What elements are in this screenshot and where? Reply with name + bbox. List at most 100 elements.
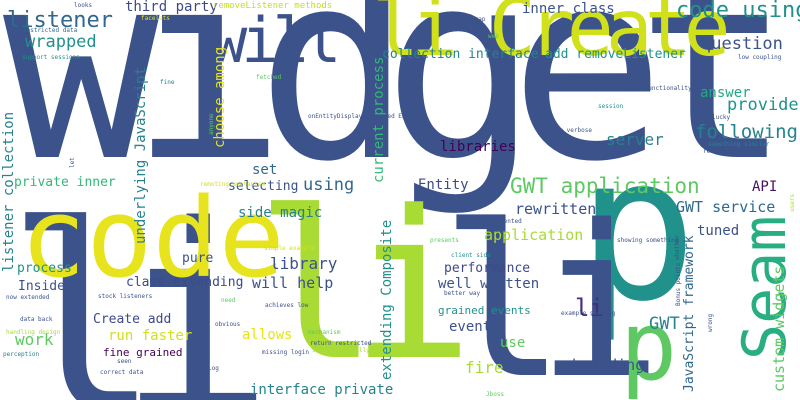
cloud-word: li	[440, 180, 663, 400]
cloud-word: Jboss	[486, 391, 505, 398]
cloud-word: simple example	[264, 245, 315, 252]
cloud-word: tuned	[697, 223, 740, 239]
cloud-word: Create add	[93, 312, 172, 327]
cloud-word: libraries	[440, 139, 516, 155]
cloud-word: Inside	[18, 279, 65, 294]
cloud-word: JavaScript framework	[682, 235, 697, 392]
cloud-word: web	[488, 33, 499, 40]
cloud-word: answer	[700, 85, 751, 101]
cloud-word: run faster	[108, 328, 193, 344]
cloud-word: quite verbose	[545, 127, 592, 134]
cloud-word: example showing	[561, 310, 616, 317]
cloud-word: building	[572, 356, 645, 374]
cloud-word: p	[577, 113, 698, 346]
cloud-word: custom widgets	[770, 265, 788, 392]
cloud-word: third party	[125, 0, 218, 15]
cloud-word: interface private	[250, 382, 394, 398]
cloud-word: login functionality	[623, 85, 692, 92]
cloud-word: support sessions	[22, 54, 80, 61]
cloud-word: question	[701, 34, 783, 54]
cloud-word: let	[69, 157, 76, 168]
cloud-word: fire	[465, 358, 504, 377]
cloud-word: li Create	[372, 0, 731, 74]
cloud-word: facelets	[141, 15, 170, 22]
cloud-word: return restricted	[310, 340, 372, 347]
cloud-word: implemented	[482, 218, 522, 225]
cloud-word: side magic	[238, 205, 323, 221]
cloud-word: wrapped	[25, 32, 97, 52]
cloud-word: users	[789, 193, 796, 212]
cloud-word: will	[210, 4, 341, 77]
cloud-word: using	[303, 175, 355, 195]
cloud-word: rewritten	[515, 200, 597, 218]
cloud-word: application	[484, 226, 584, 244]
cloud-word: set	[252, 162, 278, 178]
cloud-word: data back	[20, 316, 53, 323]
cloud-word: missing login	[262, 349, 309, 356]
cloud-word: listener	[7, 8, 113, 33]
cloud-word: obvious	[215, 321, 241, 328]
cloud-word: widget	[3, 0, 792, 219]
cloud-word: code	[20, 174, 285, 302]
cloud-word: Entity	[418, 177, 469, 193]
cloud-word: underlying JavaScript	[133, 66, 149, 244]
cloud-word: looks	[74, 2, 93, 9]
cloud-word: collection interface	[382, 47, 539, 62]
cloud-word: private inner	[14, 175, 116, 190]
cloud-word: now extended	[6, 294, 50, 301]
cloud-word: allows	[242, 327, 293, 343]
cloud-word: library	[270, 254, 338, 273]
cloud-word: GWT	[649, 314, 680, 334]
cloud-word: well written	[438, 276, 540, 292]
cloud-word: class extending	[126, 275, 244, 290]
cloud-word: server	[606, 130, 664, 149]
cloud-word: showing something	[617, 237, 679, 244]
cloud-word: inner class	[522, 1, 615, 17]
cloud-word: session	[598, 103, 624, 110]
cloud-word: low coupling	[738, 54, 782, 61]
cloud-word: selecting	[228, 179, 299, 194]
cloud-word: API	[752, 179, 778, 195]
cloud-word: provide	[727, 95, 799, 115]
cloud-word: onEntityDisplayRequested Entity	[308, 113, 420, 120]
cloud-word: wrong	[707, 313, 714, 332]
cloud-word: need	[221, 297, 236, 304]
cloud-word: better way	[444, 290, 481, 297]
cloud-word: use	[500, 335, 526, 351]
cloud-word: presents	[430, 237, 459, 244]
cloud-word: pure	[182, 251, 214, 266]
cloud-word: re use	[703, 148, 725, 155]
cloud-word: wrap	[471, 16, 486, 23]
cloud-word: following	[695, 121, 798, 143]
cloud-word: lucky	[712, 114, 731, 121]
cloud-word: Bonus points	[675, 262, 682, 306]
cloud-word: handling design	[6, 329, 61, 336]
cloud-word: restricted data	[23, 27, 78, 34]
cloud-word: li	[255, 168, 474, 400]
cloud-word: something similar	[708, 141, 770, 148]
cloud-word: events	[449, 319, 500, 335]
cloud-word: choose among	[212, 46, 228, 148]
cloud-word: remoting mechanism	[200, 181, 266, 188]
cloud-word: fine grained	[103, 346, 183, 359]
cloud-word: performance	[444, 261, 531, 276]
cloud-word: service actually	[312, 347, 370, 354]
cloud-word: whether	[674, 234, 681, 260]
cloud-word: p	[620, 292, 678, 400]
cloud-word: seen	[117, 358, 132, 365]
cloud-word: removeListener methods	[213, 1, 333, 11]
cloud-word: grained events	[438, 304, 531, 317]
cloud-word: code using	[676, 0, 800, 23]
cloud-word: fetched	[256, 74, 282, 81]
cloud-word: achieves low	[265, 302, 309, 309]
cloud-word: extending Composite	[379, 219, 395, 380]
cloud-word: listener collection	[1, 111, 17, 272]
cloud-word: process	[17, 261, 72, 276]
cloud-word: Log	[208, 365, 219, 372]
cloud-word: perception	[3, 351, 40, 358]
cloud-word: correct data	[100, 369, 144, 376]
cloud-word: GWT service	[676, 198, 776, 216]
cloud-word: work	[15, 330, 54, 349]
cloud-word: client side	[451, 252, 491, 259]
